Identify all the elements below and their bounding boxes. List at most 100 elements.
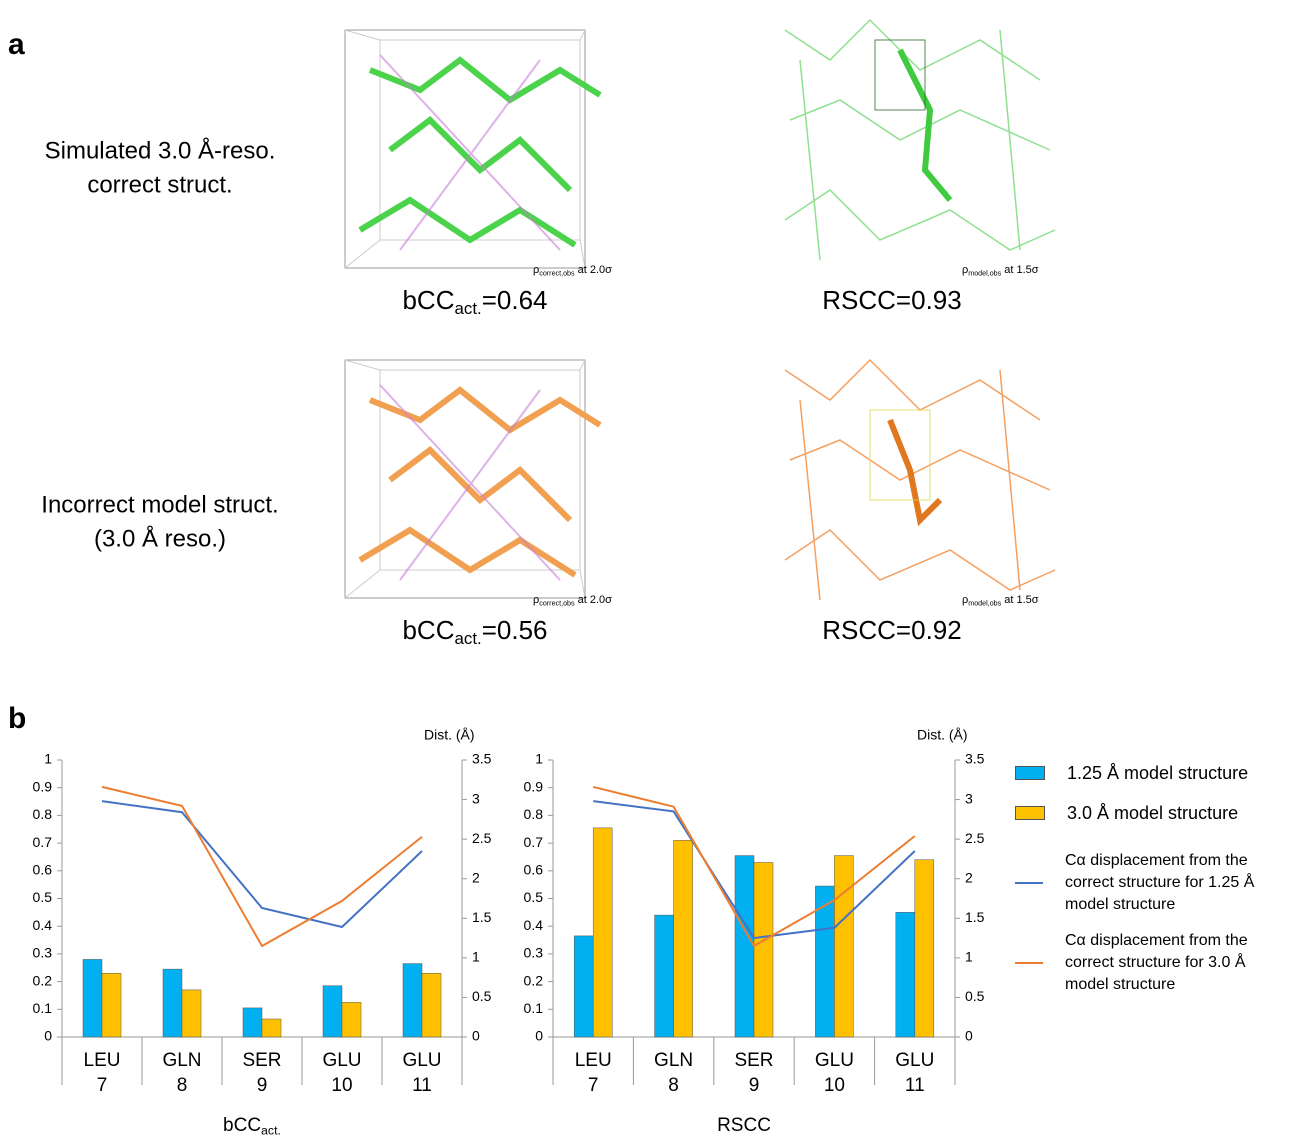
line — [102, 801, 422, 927]
y-tick-label: 0.2 — [33, 972, 53, 988]
metric-sub: act. — [454, 629, 481, 648]
x-tick-label: LEU — [84, 1050, 121, 1071]
x-axis-title-sub: act. — [261, 1124, 281, 1138]
y-tick-label: 0.7 — [33, 834, 53, 850]
x-tick-label: GLU — [815, 1050, 854, 1071]
x-tick-label: 7 — [97, 1075, 108, 1096]
density-label-sub: model,obs — [968, 269, 1001, 277]
y-tick-label: 0.3 — [33, 945, 53, 961]
row-label: Incorrect model struct. — [41, 491, 278, 518]
line — [102, 787, 422, 946]
panel-label: a — [8, 28, 25, 61]
figure: a b Simulated 3.0 Å-reso.correct struct.… — [0, 0, 1292, 1140]
x-tick-label: 11 — [905, 1075, 925, 1096]
y-tick-label: 0.7 — [524, 834, 544, 850]
bar — [323, 986, 342, 1037]
metric-rest: =0.56 — [482, 615, 548, 645]
y-tick-label: 0.3 — [524, 945, 544, 961]
legend-label: Cα displacement from the correct structu… — [1065, 930, 1285, 996]
bar — [735, 856, 754, 1037]
bar — [83, 959, 102, 1037]
x-tick-label: 8 — [177, 1075, 188, 1096]
y2-tick-label: 0 — [965, 1028, 973, 1044]
bar — [593, 828, 612, 1037]
x-tick-label: 7 — [588, 1075, 599, 1096]
y-tick-label: 0.4 — [33, 917, 53, 933]
row-label: Simulated 3.0 Å-reso. — [45, 136, 276, 164]
y2-tick-label: 1 — [472, 949, 480, 965]
legend-label: Cα displacement from the correct structu… — [1065, 850, 1285, 916]
y-tick-label: 0.6 — [33, 862, 53, 878]
legend-item: 3.0 Å model structure — [1015, 802, 1285, 824]
metric: bCCact.=0.56 — [402, 615, 547, 648]
y2-tick-label: 1.5 — [965, 909, 985, 925]
legend-swatch — [1015, 962, 1043, 964]
bar — [674, 840, 693, 1037]
x-tick-label: SER — [242, 1050, 281, 1071]
x-tick-label: GLU — [895, 1050, 934, 1071]
metric: RSCC=0.92 — [822, 615, 961, 645]
x-tick-label: LEU — [575, 1050, 612, 1071]
x-tick-label: 10 — [824, 1075, 845, 1096]
y-tick-label: 1 — [44, 751, 52, 767]
y-tick-label: 0.8 — [33, 806, 53, 822]
panel-label: b — [8, 702, 26, 735]
metric-rest: =0.64 — [482, 285, 548, 315]
x-axis-title-base: bCC — [223, 1115, 261, 1136]
y-tick-label: 0.6 — [524, 862, 544, 878]
legend-item: Cα displacement from the correct structu… — [1015, 850, 1285, 916]
metric-base: bCC — [402, 615, 454, 645]
legend-swatch — [1015, 806, 1045, 820]
metric-base: bCC — [402, 285, 454, 315]
density-label-sub: model,obs — [968, 599, 1001, 607]
y2-tick-label: 3 — [965, 790, 973, 806]
structure-image — [345, 30, 600, 268]
bar — [754, 862, 773, 1037]
bar — [243, 1008, 262, 1037]
legend-label: 3.0 Å model structure — [1067, 802, 1238, 824]
x-tick-label: 9 — [749, 1075, 760, 1096]
structure-image — [785, 360, 1055, 600]
density-label-sub: correct,obs — [539, 269, 575, 277]
y2-axis-title: Dist. (Å) — [917, 727, 968, 743]
y-tick-label: 0.4 — [524, 917, 544, 933]
metric: RSCC=0.93 — [822, 285, 961, 315]
y2-axis-title: Dist. (Å) — [424, 727, 475, 743]
y2-tick-label: 1.5 — [472, 909, 492, 925]
density-label-sub: correct,obs — [539, 599, 575, 607]
x-tick-label: 8 — [668, 1075, 679, 1096]
density-label-rest: at 2.0σ — [575, 594, 613, 606]
x-tick-label: GLU — [402, 1050, 441, 1071]
y-tick-label: 0.1 — [524, 1000, 544, 1016]
structure-image — [345, 360, 600, 598]
y2-tick-label: 0.5 — [965, 988, 985, 1004]
y2-tick-label: 1 — [965, 949, 973, 965]
legend-item: Cα displacement from the correct structu… — [1015, 930, 1285, 996]
x-tick-label: GLU — [322, 1050, 361, 1071]
bar — [574, 936, 593, 1037]
bar — [422, 973, 441, 1037]
y2-tick-label: 3 — [472, 790, 480, 806]
x-tick-label: 10 — [331, 1075, 352, 1096]
bar — [403, 964, 422, 1037]
density-label: ρmodel,obs at 1.5σ — [962, 264, 1039, 277]
y2-tick-label: 0.5 — [472, 988, 492, 1004]
y2-tick-label: 2.5 — [965, 830, 985, 846]
y-tick-label: 0.2 — [524, 972, 544, 988]
metric: bCCact.=0.64 — [402, 285, 547, 318]
y-tick-label: 0.5 — [524, 889, 544, 905]
bar — [102, 973, 121, 1037]
y-tick-label: 0.9 — [33, 778, 53, 794]
legend-swatch — [1015, 766, 1045, 780]
y-tick-label: 0.5 — [33, 889, 53, 905]
x-tick-label: 11 — [412, 1075, 432, 1096]
y2-tick-label: 3.5 — [965, 751, 985, 767]
y-tick-label: 0 — [44, 1028, 52, 1044]
legend-item: 1.25 Å model structure — [1015, 762, 1285, 784]
density-label: ρmodel,obs at 1.5σ — [962, 594, 1039, 607]
bar — [834, 856, 853, 1037]
y2-tick-label: 3.5 — [472, 751, 492, 767]
density-label-rest: at 1.5σ — [1001, 594, 1039, 606]
y2-tick-label: 0 — [472, 1028, 480, 1044]
density-label-rest: at 2.0σ — [575, 264, 613, 276]
